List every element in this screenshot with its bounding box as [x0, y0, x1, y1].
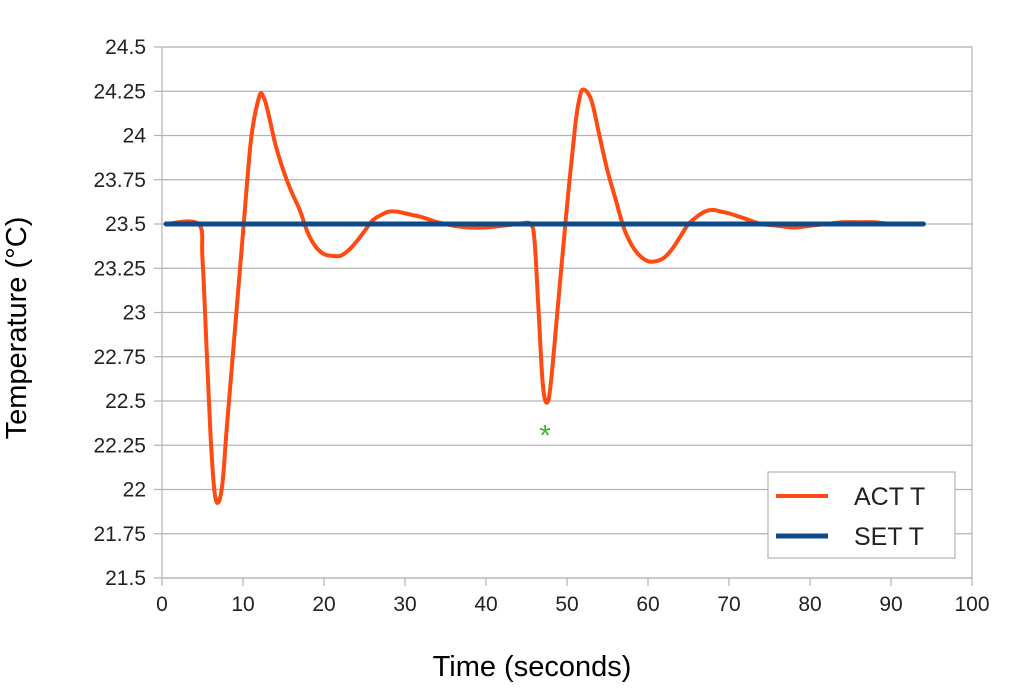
- x-tick-label: 100: [954, 593, 989, 616]
- legend-label: ACT T: [854, 483, 925, 511]
- y-tick-label: 23: [123, 302, 146, 325]
- y-tick-label: 23.25: [93, 257, 146, 280]
- x-tick-label: 60: [636, 593, 659, 616]
- x-tick-label: 70: [717, 593, 740, 616]
- legend-label: SET T: [854, 523, 924, 551]
- x-tick-label: 90: [879, 593, 902, 616]
- x-tick-label: 10: [231, 593, 254, 616]
- y-tick-label: 22: [123, 479, 146, 502]
- axes: [154, 46, 973, 586]
- legend: ACT T SET T: [767, 471, 956, 559]
- y-tick-label: 22.25: [93, 434, 146, 457]
- x-axis-title: Time (seconds): [433, 651, 632, 683]
- y-tick-label: 23.5: [105, 213, 146, 236]
- y-tick-label: 24: [123, 125, 147, 148]
- x-tick-label: 40: [474, 593, 497, 616]
- y-tick-label: 23.75: [93, 169, 146, 192]
- y-tick-label: 22.75: [93, 346, 146, 369]
- plot-frame: [161, 46, 973, 579]
- x-tick-label: 50: [555, 593, 578, 616]
- y-tick-label: 21.75: [93, 523, 146, 546]
- x-tick-label: 30: [393, 593, 416, 616]
- annotation-asterisk: *: [539, 419, 551, 452]
- y-tick-label: 21.5: [105, 567, 146, 590]
- legend-box: [767, 471, 956, 559]
- x-tick-label: 0: [156, 593, 168, 616]
- tick-labels: 21.5 21.75 22 22.25 22.5 22.75 23 23.25 23.5 23.7…: [93, 36, 989, 616]
- x-tick-label: 20: [312, 593, 335, 616]
- x-tick-label: 80: [798, 593, 821, 616]
- series-layer: [163, 87, 926, 505]
- y-axis-title: Temperature (°C): [1, 217, 33, 440]
- y-tick-label: 22.5: [105, 390, 146, 413]
- y-tick-label: 24.5: [105, 36, 146, 59]
- annotations: *: [539, 419, 551, 452]
- y-tick-label: 24.25: [93, 80, 146, 103]
